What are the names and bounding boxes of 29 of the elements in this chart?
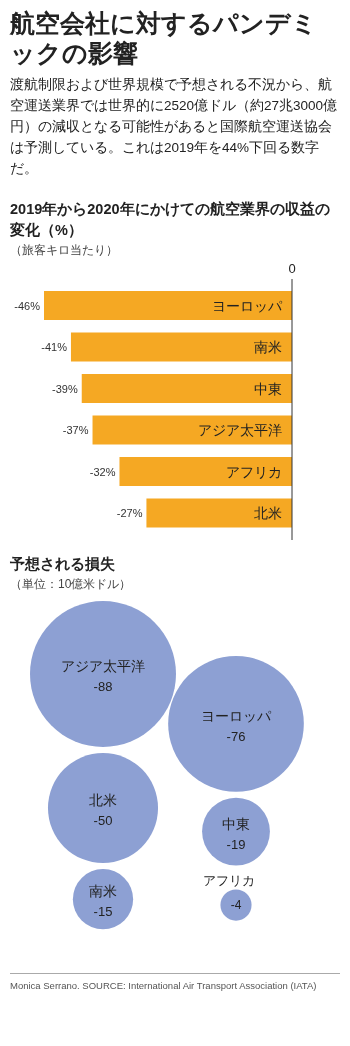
category-label: 北米	[89, 792, 117, 809]
data-label: -19	[226, 836, 246, 852]
data-label: -50	[93, 813, 113, 829]
data-label: -46%	[14, 299, 41, 312]
y-tick-label: 北米	[254, 505, 282, 521]
data-label: -76	[226, 728, 246, 744]
data-label: -32%	[89, 465, 116, 478]
data-label: -37%	[62, 424, 89, 436]
chart-subtitle: 渡航制限および世界規模で予想される不況から、航空運送業界では世界的に2520億ドル（約27兆3000億円）の減収となる可能性があると国際航空運送協会は予測している。これは2019年を44%下回る数字だ。	[10, 76, 339, 178]
data-label: -4	[230, 898, 242, 913]
data-label: -39%	[52, 382, 78, 395]
text: （単位：10億米ドル）	[10, 576, 133, 593]
y-tick-label: アジア太平洋	[198, 422, 282, 438]
y-tick-label: 中東	[254, 380, 282, 397]
y-tick-label: アフリカ	[226, 463, 282, 480]
data-label: -15	[93, 904, 113, 920]
text: Monica Serrano. SOURCE: International Air Transport Association (IATA)	[10, 973, 340, 992]
text: 2019年から2020年にかけての航空業界の収益の変化（%）	[10, 200, 331, 240]
data-label: -41%	[41, 341, 68, 353]
category-label: アジア太平洋	[61, 658, 145, 674]
y-tick-label: 南米	[254, 339, 282, 355]
data-label: -88	[93, 679, 113, 694]
text: 予想される損失	[10, 555, 116, 574]
text: 0	[288, 261, 296, 276]
category-label: 南米	[89, 883, 117, 900]
text: （旅客キロ当たり）	[10, 242, 119, 259]
chart-title: 航空会社に対するパンデミックの影響	[10, 8, 318, 68]
y-tick-label: ヨーロッパ	[212, 297, 283, 314]
data-label: -27%	[116, 507, 143, 519]
